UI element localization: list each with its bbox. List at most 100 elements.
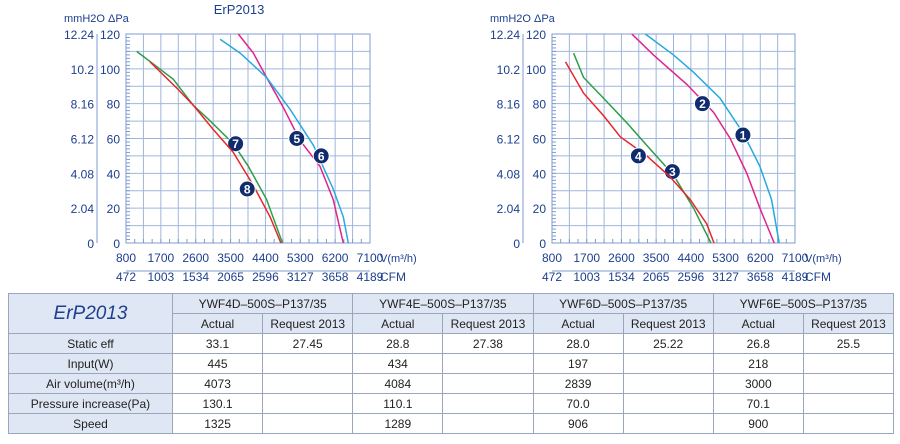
- curve-label: 2: [699, 97, 706, 111]
- table-cell: [262, 393, 354, 414]
- table-cell: [442, 393, 534, 414]
- table-cell: 4084: [352, 373, 444, 394]
- y-tick-mm: 8.16: [497, 98, 521, 112]
- cfm-tick: 2596: [678, 270, 705, 284]
- table-cell: 4073: [171, 373, 264, 394]
- y-tick-pa: 120: [526, 28, 546, 42]
- table-cell: [442, 373, 534, 394]
- cfm-tick: 2596: [252, 270, 279, 284]
- sub-header: Request 2013: [262, 313, 354, 334]
- sub-header: Actual: [712, 313, 804, 334]
- cfm-tick: 1003: [573, 270, 600, 284]
- x-tick: 7100: [782, 251, 809, 265]
- table-cell: [622, 373, 714, 394]
- y-tick-mm: 10.2: [71, 63, 95, 77]
- table-row: Input(W) 445 434 197 218: [8, 353, 895, 374]
- cfm-tick: 1534: [182, 270, 209, 284]
- curve-8: [149, 61, 282, 244]
- curve-6: [219, 38, 350, 244]
- y-tick-pa: 120: [100, 28, 120, 42]
- x-tick: 1700: [148, 251, 175, 265]
- curve-3: [572, 52, 712, 244]
- curve-7: [136, 50, 284, 244]
- table-cell: [622, 393, 714, 414]
- x-tick: 5300: [712, 251, 739, 265]
- y-tick-pa: 100: [526, 63, 546, 77]
- table-cell: 70.1: [712, 393, 804, 414]
- table-cell: 2839: [532, 373, 624, 394]
- cfm-tick: 4189: [357, 270, 384, 284]
- table-cell: [262, 373, 354, 394]
- chart-right: mmH2O ΔPa 0 0 20 2.04 40 4.08 60 6.12 80 8.16 100 10.…: [490, 13, 842, 284]
- y-tick-mm: 8.16: [71, 98, 95, 112]
- sub-header: Actual: [352, 313, 444, 334]
- y-tick-pa: 100: [100, 63, 120, 77]
- table-cell: 1289: [352, 413, 444, 434]
- model-header: YWF4E–500S–P137/35: [352, 293, 534, 314]
- table-cell: 130.1: [171, 393, 264, 414]
- cfm-tick: 3658: [322, 270, 349, 284]
- x-tick: 4400: [252, 251, 279, 265]
- curve-marker-5: [288, 130, 306, 147]
- sub-header: Request 2013: [442, 313, 534, 334]
- y-axis-label-mm: mmH2O: [490, 13, 531, 25]
- x-tick: 6200: [747, 251, 774, 265]
- chart-left: ErP2013 mmH2O ΔPa 0 0 20 2.04 40 4.08 60 6.12 80 8.1…: [64, 2, 417, 284]
- y-axis-label-mm: mmH2O: [64, 13, 105, 25]
- curve-marker-4: [629, 147, 647, 165]
- curve-1: [644, 33, 780, 244]
- y-tick-pa: 0: [113, 237, 120, 251]
- table-cell: 27.38: [442, 333, 534, 354]
- y-tick-pa: 60: [107, 133, 121, 147]
- y-tick-mm: 4.08: [71, 167, 95, 181]
- curve-marker-8: [238, 180, 256, 198]
- y-tick-pa: 20: [107, 202, 121, 216]
- table-cell: [442, 413, 534, 434]
- curve-label: 4: [635, 149, 642, 163]
- cfm-axis-label: CFM: [805, 270, 831, 284]
- curve-marker-1: [734, 126, 752, 144]
- y-tick-pa: 60: [533, 133, 547, 147]
- y-tick-pa: 80: [107, 98, 121, 112]
- row-label: Pressure increase(Pa): [8, 393, 173, 414]
- y-tick-mm: 12.24: [490, 28, 520, 42]
- table-cell: [802, 353, 895, 374]
- curve-label: 8: [244, 183, 251, 197]
- x-tick: 4400: [678, 251, 705, 265]
- curve-label: 7: [232, 137, 239, 151]
- table-cell: 28.0: [532, 333, 624, 354]
- table-cell: [802, 393, 895, 414]
- table-cell: [262, 413, 354, 434]
- table-row: Pressure increase(Pa) 130.1 110.1 70.0 70.1: [8, 393, 895, 414]
- y-axis-label-pa: ΔPa: [108, 13, 130, 25]
- y-tick-mm: 2.04: [497, 202, 521, 216]
- y-tick-pa: 40: [107, 167, 121, 181]
- cfm-tick: 1534: [608, 270, 635, 284]
- curve-5: [237, 33, 345, 244]
- x-axis-label: V(m³/h): [805, 253, 842, 265]
- x-tick: 1700: [573, 251, 600, 265]
- table-title: ErP2013: [8, 293, 173, 334]
- table-cell: 33.1: [171, 333, 264, 354]
- table-cell: 27.45: [262, 333, 354, 354]
- cfm-axis-label: CFM: [380, 270, 406, 284]
- curve-label: 1: [740, 129, 747, 143]
- y-tick-mm: 6.12: [71, 133, 95, 147]
- model-header: YWF6E–500S–P137/35: [712, 293, 895, 314]
- table-cell: [802, 413, 895, 434]
- cfm-tick: 2065: [643, 270, 670, 284]
- row-label: Speed: [8, 413, 173, 434]
- table-cell: 445: [171, 353, 264, 374]
- table-cell: [262, 353, 354, 374]
- y-tick-pa: 40: [533, 167, 547, 181]
- model-header: YWF6D–500S–P137/35: [532, 293, 714, 314]
- table-cell: 110.1: [352, 393, 444, 414]
- table-cell: 218: [712, 353, 804, 374]
- y-tick-mm: 0: [87, 237, 94, 251]
- x-axis-label: V(m³/h): [380, 253, 417, 265]
- x-tick: 3500: [643, 251, 670, 265]
- cfm-tick: 3658: [747, 270, 774, 284]
- chart-title: ErP2013: [214, 2, 265, 17]
- x-tick: 2600: [182, 251, 209, 265]
- table-cell: [802, 373, 895, 394]
